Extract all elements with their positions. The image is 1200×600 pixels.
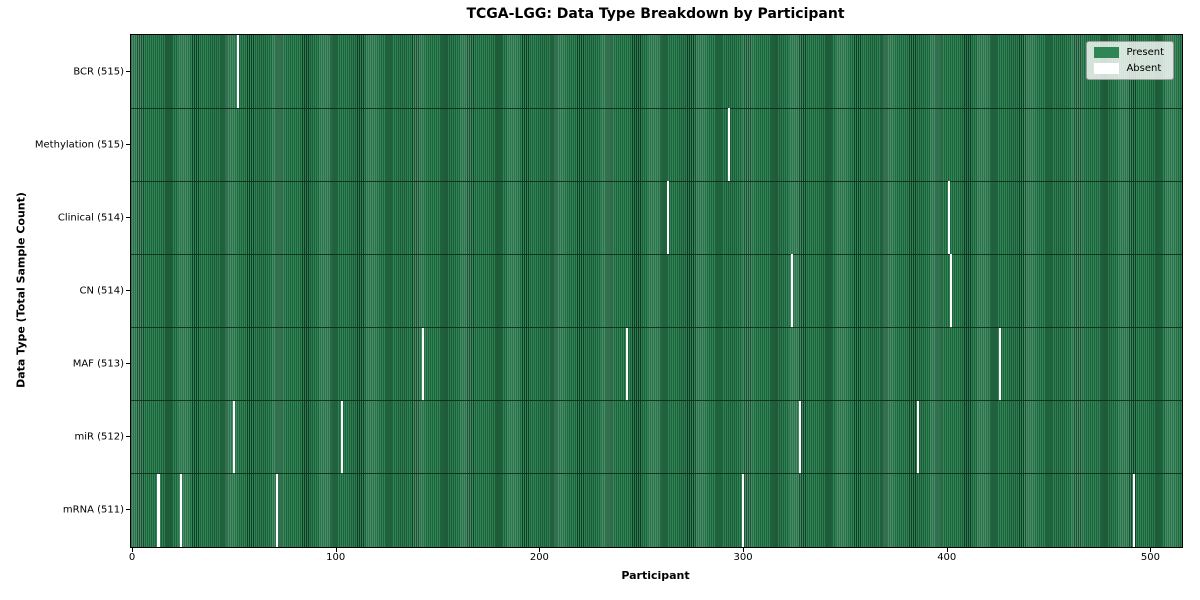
legend-entry: Present bbox=[1094, 47, 1164, 58]
x-tick-mark bbox=[132, 548, 134, 552]
x-tick-label: 400 bbox=[937, 552, 957, 563]
absent-mark bbox=[790, 254, 793, 328]
y-tick-mark bbox=[126, 436, 130, 438]
y-tick-label: mRNA (511) bbox=[62, 504, 124, 516]
absent-swatch bbox=[1094, 63, 1120, 74]
x-tick-label: 0 bbox=[128, 552, 136, 563]
present-swatch bbox=[1094, 47, 1120, 58]
y-tick-label: miR (512) bbox=[74, 431, 124, 443]
x-tick-label: 100 bbox=[326, 552, 346, 563]
x-tick-mark bbox=[946, 548, 948, 552]
row-separator bbox=[131, 400, 1182, 402]
y-tick-label: BCR (515) bbox=[73, 66, 124, 78]
absent-mark bbox=[917, 400, 920, 474]
absent-mark bbox=[949, 254, 952, 328]
absent-mark bbox=[232, 400, 235, 474]
x-tick-mark bbox=[335, 548, 337, 552]
absent-mark bbox=[947, 181, 950, 255]
absent-mark bbox=[727, 108, 730, 182]
x-tick-mark bbox=[1150, 548, 1152, 552]
x-tick-label: 200 bbox=[529, 552, 549, 563]
absent-mark bbox=[275, 473, 278, 547]
absent-mark bbox=[157, 473, 160, 547]
x-tick-mark bbox=[539, 548, 541, 552]
x-tick-label: 300 bbox=[733, 552, 753, 563]
y-tick-label: MAF (513) bbox=[72, 358, 124, 370]
plot-area: Present Absent bbox=[130, 34, 1183, 548]
legend-label: Absent bbox=[1126, 63, 1162, 74]
y-tick-mark bbox=[126, 143, 130, 145]
row-separator bbox=[131, 327, 1182, 329]
row-separator bbox=[131, 253, 1182, 255]
row-separator bbox=[131, 180, 1182, 182]
y-tick-label: CN (514) bbox=[79, 285, 124, 297]
legend-label: Present bbox=[1126, 47, 1164, 58]
absent-mark bbox=[998, 327, 1001, 401]
legend-entry: Absent bbox=[1094, 63, 1164, 74]
x-tick-label: 500 bbox=[1140, 552, 1160, 563]
y-tick-label: Methylation (515) bbox=[34, 139, 124, 151]
x-tick-mark bbox=[743, 548, 745, 552]
absent-mark bbox=[1133, 473, 1136, 547]
absent-mark bbox=[236, 35, 239, 109]
legend: Present Absent bbox=[1086, 41, 1174, 80]
absent-mark bbox=[742, 473, 745, 547]
y-tick-mark bbox=[126, 216, 130, 218]
row-separator bbox=[131, 473, 1182, 475]
y-tick-mark bbox=[126, 290, 130, 291]
absent-mark bbox=[179, 473, 182, 547]
absent-mark bbox=[625, 327, 628, 401]
row-separator bbox=[131, 107, 1182, 109]
absent-mark bbox=[666, 181, 669, 255]
y-tick-mark bbox=[126, 363, 130, 365]
absent-mark bbox=[799, 400, 802, 474]
y-tick-label: Clinical (514) bbox=[57, 212, 124, 224]
absent-mark bbox=[340, 400, 343, 474]
x-axis-label: Participant bbox=[621, 569, 690, 582]
y-tick-mark bbox=[126, 509, 130, 511]
y-tick-mark bbox=[126, 70, 130, 72]
chart-title: TCGA-LGG: Data Type Breakdown by Partici… bbox=[466, 6, 845, 22]
absent-mark bbox=[422, 327, 425, 401]
